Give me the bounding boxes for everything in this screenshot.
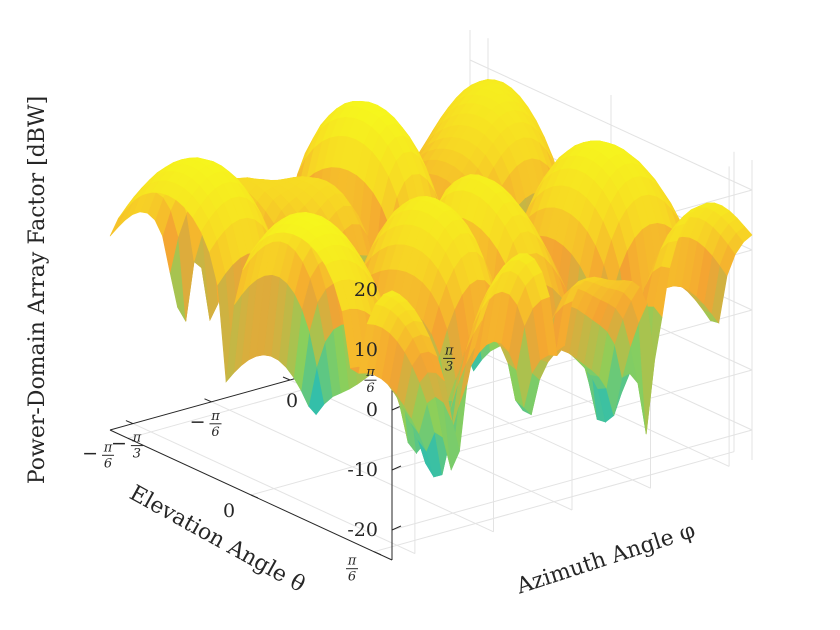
surface — [109, 79, 753, 478]
azimuth-tick-label: − π6 — [190, 409, 222, 440]
azimuth-tick-label: 0 — [286, 390, 298, 412]
svg-text:π: π — [210, 409, 220, 424]
svg-text:π: π — [444, 343, 454, 358]
surface-patch — [109, 209, 127, 237]
elevation-tick-label: 0 — [223, 500, 235, 522]
elevation-tick-label: π6 — [346, 554, 358, 585]
azimuth-axis-label: Azimuth Angle φ — [513, 518, 699, 600]
azimuth-tick — [282, 376, 291, 381]
svg-text:6: 6 — [348, 570, 356, 585]
svg-text:0: 0 — [286, 390, 298, 412]
svg-text:3: 3 — [445, 359, 453, 374]
z-tick-labels: 20 10 0 -10 -20 — [347, 279, 378, 541]
azimuth-tick — [125, 420, 134, 425]
elevation-axis-label: Elevation Angle θ — [125, 481, 309, 598]
svg-text:3: 3 — [133, 447, 141, 462]
z-tick-label: 0 — [366, 399, 378, 421]
svg-text:6: 6 — [104, 456, 112, 471]
svg-text:−: − — [111, 433, 127, 455]
z-tick — [391, 405, 402, 411]
azimuth-tick-label: − π3 — [111, 431, 143, 462]
elevation-tick — [127, 437, 136, 442]
z-axis-label: Power-Domain Array Factor [dBW] — [25, 96, 50, 484]
z-tick-label: -20 — [347, 519, 378, 541]
svg-text:6: 6 — [211, 425, 219, 440]
azimuth-tick — [204, 398, 212, 403]
surface-patch — [382, 290, 401, 298]
elevation-tick-labels: π60− π6 — [82, 440, 358, 585]
svg-text:−: − — [82, 442, 98, 464]
svg-text:0: 0 — [223, 500, 235, 522]
svg-text:−: − — [190, 411, 206, 433]
z-tick-label: -10 — [347, 459, 378, 481]
z-tick-label: 10 — [354, 339, 378, 361]
azimuth-tick-label: π3 — [443, 343, 456, 374]
elevation-tick — [373, 551, 382, 556]
z-tick-label: 20 — [354, 279, 378, 301]
svg-text:π: π — [365, 365, 375, 380]
z-tick — [391, 525, 402, 531]
svg-text:π: π — [347, 554, 357, 569]
elevation-tick-label: − π6 — [82, 440, 114, 471]
svg-text:π: π — [132, 431, 142, 446]
svg-text:6: 6 — [366, 381, 374, 396]
elevation-tick — [250, 494, 259, 499]
svg-text:π: π — [103, 440, 113, 455]
z-tick — [391, 465, 402, 471]
azimuth-tick-label: π6 — [364, 365, 377, 396]
grid-line — [373, 451, 735, 553]
